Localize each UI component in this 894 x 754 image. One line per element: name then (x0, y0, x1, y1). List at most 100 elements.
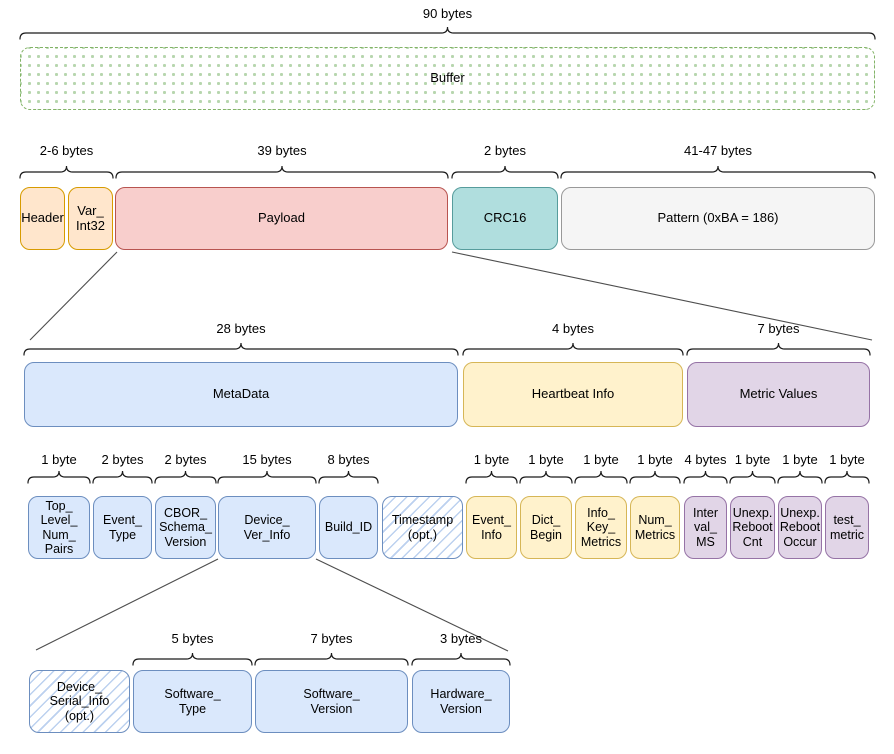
box-label: Timestamp (opt.) (391, 513, 454, 542)
box-num-metrics: Num_ Metrics (630, 496, 680, 559)
byte-count-label: 1 byte (637, 452, 673, 467)
brace (729, 470, 776, 484)
byte-count-label: 7 bytes (310, 631, 353, 646)
brace (451, 165, 559, 179)
box-dict-begin: Dict_ Begin (520, 496, 572, 559)
box-label: Unexp. Reboot Cnt (732, 506, 773, 549)
box-label: Inter val_ MS (692, 506, 718, 549)
byte-count-label: 1 byte (782, 452, 818, 467)
byte-count-label: 5 bytes (171, 631, 214, 646)
box-software-type: Software_ Type (133, 670, 252, 733)
box-label: MetaData (212, 386, 270, 402)
connector-line (315, 558, 509, 652)
byte-count-label: 2 bytes (484, 143, 526, 158)
box-metadata: MetaData (24, 362, 458, 427)
box-event-type: Event_ Type (93, 496, 152, 559)
box-label: Device_ Serial_Info (opt.) (49, 680, 110, 723)
box-var-int32: Var_ Int32 (68, 187, 113, 250)
brace (19, 165, 114, 179)
brace (629, 470, 681, 484)
brace (462, 342, 684, 356)
box-label: Dict_ Begin (530, 513, 562, 542)
box-device-serial-info-opt: Device_ Serial_Info (opt.) (29, 670, 130, 733)
box-info-key-metrics: Info_ Key_ Metrics (575, 496, 627, 559)
brace (318, 470, 379, 484)
box-label: Var_ Int32 (76, 202, 105, 233)
box-label: Device_ Ver_Info (243, 513, 291, 542)
box-metric-values: Metric Values (687, 362, 870, 427)
box-build-id: Build_ID (319, 496, 378, 559)
byte-count-label: 2 bytes (164, 452, 207, 467)
byte-count-label: 7 bytes (757, 321, 800, 336)
box-label: CBOR_ Schema_ Version (159, 506, 212, 549)
brace (254, 652, 409, 666)
box-label: Pattern (0xBA = 186) (657, 210, 779, 226)
box-cbor-schema-version: CBOR_ Schema_ Version (155, 496, 216, 559)
brace (154, 470, 217, 484)
brace (23, 342, 459, 356)
box-label: Payload (258, 210, 305, 226)
brace (686, 342, 871, 356)
byte-count-label: 2 bytes (101, 452, 144, 467)
byte-count-label: 3 bytes (440, 631, 482, 646)
box-label: Hardware_ Version (430, 687, 492, 716)
box-label: Metric Values (739, 386, 818, 402)
byte-count-label: 2-6 bytes (39, 143, 94, 158)
byte-count-label: 15 bytes (242, 452, 292, 467)
byte-count-label: 1 byte (583, 452, 619, 467)
box-header: Header (20, 187, 65, 250)
connector-line (451, 251, 873, 341)
byte-count-label: 1 byte (829, 452, 865, 467)
box-crc16: CRC16 (452, 187, 558, 250)
box-unexp-reboot-occur: Unexp. Reboot Occur (778, 496, 822, 559)
box-inter-val-ms: Inter val_ MS (684, 496, 727, 559)
brace (824, 470, 870, 484)
box-payload: Payload (115, 187, 448, 250)
box-label: Header (21, 210, 64, 226)
byte-count-label: 1 byte (473, 452, 510, 467)
byte-count-label: 8 bytes (327, 452, 370, 467)
brace (683, 470, 728, 484)
brace (217, 470, 317, 484)
byte-count-label: 39 bytes (257, 143, 307, 158)
byte-count-label: 28 bytes (216, 321, 266, 336)
box-label: Info_ Key_ Metrics (580, 506, 622, 549)
byte-count-label: 4 bytes (552, 321, 594, 336)
brace (574, 470, 628, 484)
box-label: Event_ Info (472, 513, 511, 542)
box-device-ver-info: Device_ Ver_Info (218, 496, 316, 559)
box-hardware-version: Hardware_ Version (412, 670, 510, 733)
byte-count-label: 1 byte (734, 452, 771, 467)
box-label: Event_ Type (103, 513, 142, 542)
brace (132, 652, 253, 666)
box-label: Buffer (430, 70, 465, 86)
byte-count-label: 41-47 bytes (684, 143, 752, 158)
box-label: CRC16 (483, 210, 527, 226)
connector-line (35, 558, 219, 651)
brace (411, 652, 511, 666)
box-top-level-num-pairs: Top_ Level_ Num_ Pairs (28, 496, 90, 559)
box-label: Num_ Metrics (634, 513, 676, 542)
brace (777, 470, 823, 484)
byte-count-label: 1 byte (528, 452, 564, 467)
byte-count-label: 4 bytes (684, 452, 727, 467)
byte-count-label: 1 byte (41, 452, 77, 467)
box-label: Software_ Type (164, 687, 221, 716)
box-heartbeat-info: Heartbeat Info (463, 362, 683, 427)
box-event-info: Event_ Info (466, 496, 517, 559)
box-timestamp-opt: Timestamp (opt.) (382, 496, 463, 559)
box-pattern-0xba-186: Pattern (0xBA = 186) (561, 187, 875, 250)
box-test-metric: test_ metric (825, 496, 869, 559)
brace (27, 470, 91, 484)
brace (92, 470, 153, 484)
connector-line (29, 251, 118, 341)
box-buffer: Buffer (20, 47, 875, 110)
box-software-version: Software_ Version (255, 670, 408, 733)
box-label: Software_ Version (303, 687, 360, 716)
box-label: Heartbeat Info (531, 386, 615, 402)
brace (519, 470, 573, 484)
brace (115, 165, 449, 179)
brace (560, 165, 876, 179)
box-label: Build_ID (324, 520, 373, 535)
